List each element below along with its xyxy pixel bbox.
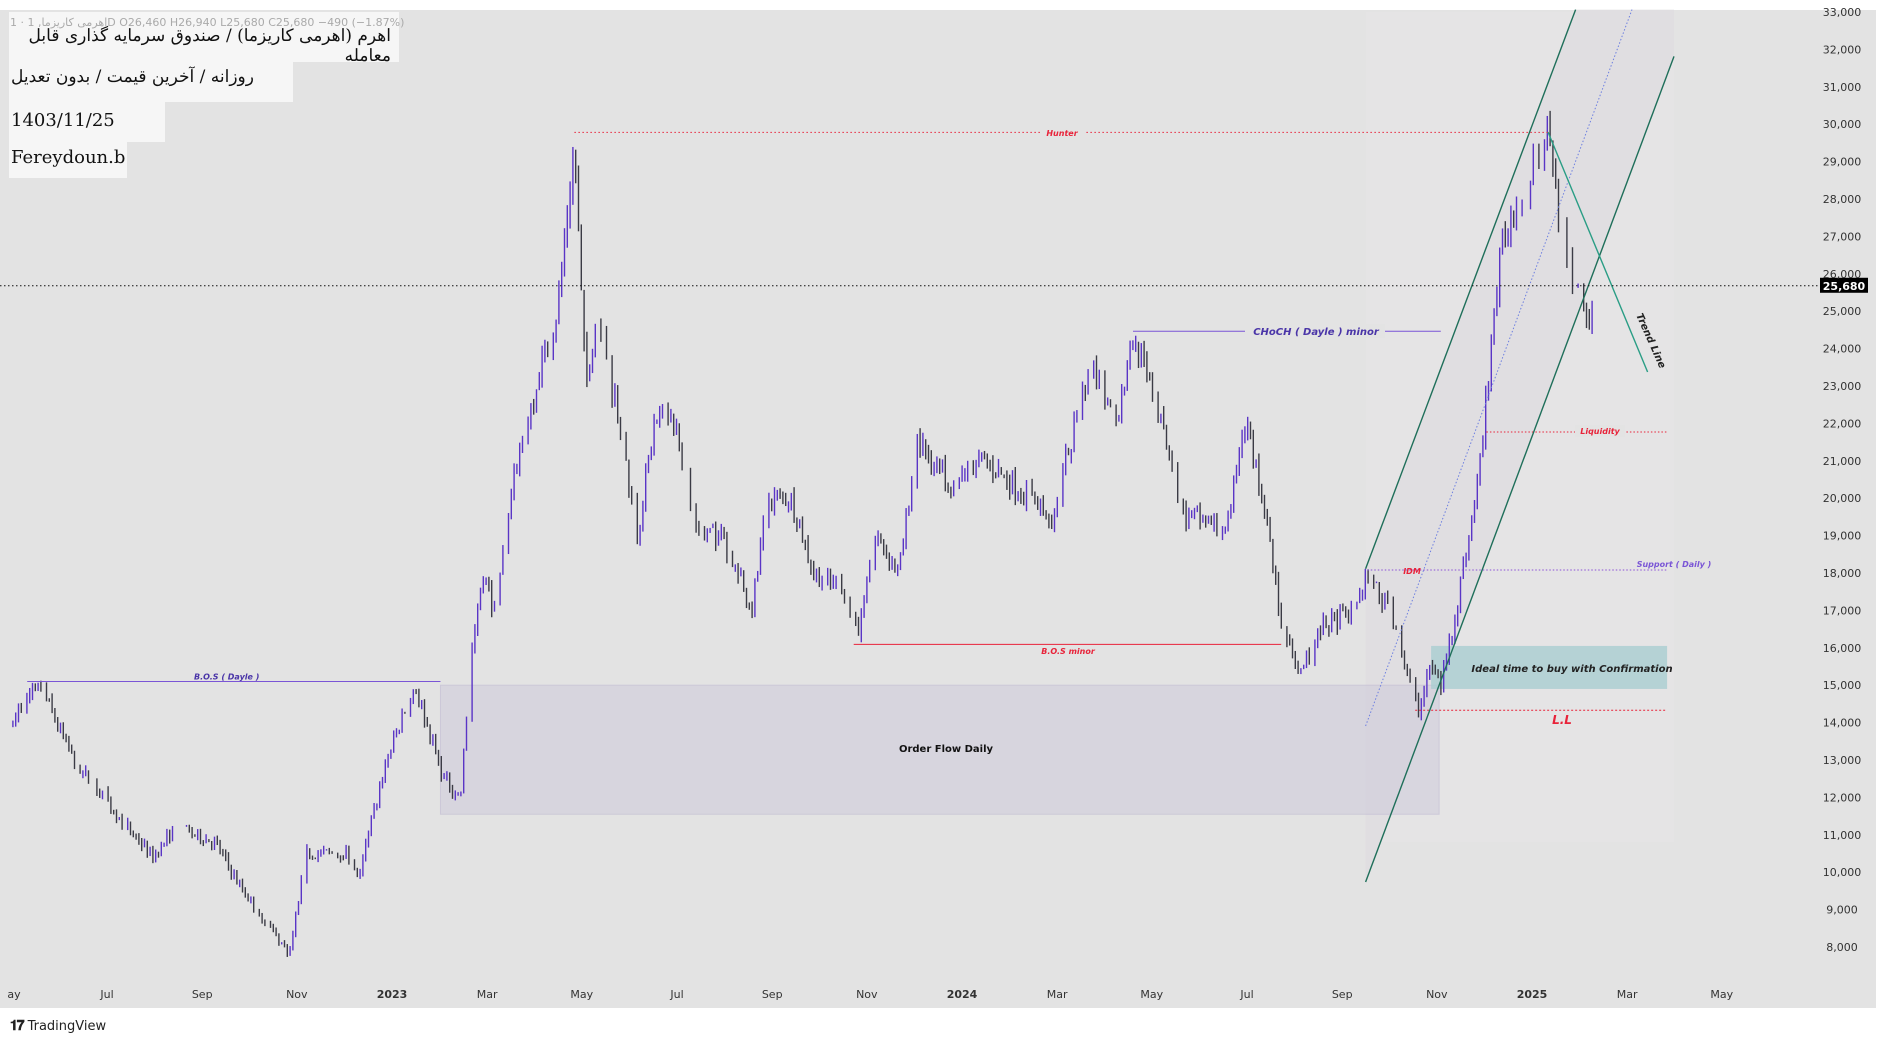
price-tick-label: 19,000: [1823, 530, 1862, 543]
liquidity-label-bg: [1575, 425, 1625, 437]
bos-minor-label: B.O.S minor: [1041, 647, 1096, 656]
time-tick-label: Jul: [99, 988, 113, 1001]
bos-dayle-label: B.O.S ( Dayle ): [194, 672, 259, 681]
support-label: Support ( Daily ): [1637, 560, 1712, 569]
choch-label: CHoCH ( Dayle ) minor: [1253, 327, 1380, 338]
chart-subtitle: روزانه / آخرین قیمت / بدون تعدیل: [9, 62, 293, 102]
price-tick-label: 25,000: [1823, 305, 1862, 318]
time-tick-label: Jul: [669, 988, 683, 1001]
price-tick-label: 29,000: [1823, 156, 1862, 169]
price-tick-label: 22,000: [1823, 417, 1862, 430]
price-tick-label: 26,000: [1823, 268, 1862, 281]
price-tick-label: 13,000: [1823, 754, 1862, 767]
price-tick-label: 18,000: [1823, 567, 1862, 580]
symbol-title: اهرم (اهرمی کاریزما) / صندوق سرمایه گذار…: [9, 12, 399, 66]
price-tick-label: 31,000: [1823, 81, 1862, 94]
price-tick-label: 33,000: [1823, 6, 1862, 19]
order-flow-zone[interactable]: [439, 684, 1440, 815]
channel-upper-line[interactable]: [1364, 9, 1577, 570]
price-tick-label: 14,000: [1823, 717, 1862, 730]
time-tick-label: Mar: [1617, 988, 1638, 1001]
price-tick-label: 21,000: [1823, 455, 1862, 468]
tradingview-logo-icon: 𝟏𝟕: [10, 1018, 25, 1034]
channel-median-line[interactable]: [1365, 9, 1633, 727]
last-price-label: 25,680: [1823, 280, 1866, 293]
price-tick-label: 30,000: [1823, 118, 1862, 131]
price-tick-label: 23,000: [1823, 380, 1862, 393]
hunter-label-bg: [1040, 126, 1086, 139]
channel-lower-line[interactable]: [1364, 56, 1675, 883]
price-tick-label: 32,000: [1823, 43, 1862, 56]
time-tick-label: May: [1140, 988, 1163, 1001]
price-tick-label: 9,000: [1826, 904, 1858, 917]
price-tick-label: 8,000: [1826, 941, 1858, 954]
time-tick-label: Mar: [1047, 988, 1068, 1001]
hunter-label: Hunter: [1046, 129, 1078, 138]
price-tick-label: 15,000: [1823, 679, 1862, 692]
time-tick-label: Nov: [1426, 988, 1448, 1001]
ll-label: L.L: [1552, 713, 1572, 727]
price-tick-label: 17,000: [1823, 604, 1862, 617]
price-tick-label: 27,000: [1823, 230, 1862, 243]
price-tick-label: 11,000: [1823, 829, 1862, 842]
time-tick-label: 2023: [377, 988, 408, 1001]
time-tick-label: ay: [7, 988, 21, 1001]
ohlc-legend: اهرمی کاریزما, 1 · 1D O26,460 H26,940 L2…: [10, 16, 405, 29]
time-tick-label: 2024: [947, 988, 978, 1001]
last-price-badge: [1820, 277, 1868, 293]
tradingview-brand: TradingView: [27, 1018, 107, 1034]
price-tick-label: 20,000: [1823, 492, 1862, 505]
time-tick-label: May: [570, 988, 593, 1001]
idm-label: IDM: [1403, 567, 1421, 576]
price-tick-label: 16,000: [1823, 642, 1862, 655]
trend-line[interactable]: [1547, 131, 1649, 373]
time-tick-label: Sep: [1332, 988, 1353, 1001]
time-tick-label: May: [1710, 988, 1733, 1001]
time-tick-label: Nov: [286, 988, 308, 1001]
chart-datetime: 1403/11/25 18:56: [9, 102, 165, 169]
price-tick-label: 10,000: [1823, 866, 1862, 879]
tradingview-logo[interactable]: 𝟏𝟕 TradingView: [10, 1018, 106, 1034]
price-bars: [12, 110, 1593, 957]
time-tick-label: Mar: [477, 988, 498, 1001]
price-tick-label: 28,000: [1823, 193, 1862, 206]
price-tick-label: 24,000: [1823, 343, 1862, 356]
choch-label-bg: [1245, 324, 1385, 338]
price-tick-label: 12,000: [1823, 791, 1862, 804]
time-tick-label: Sep: [762, 988, 783, 1001]
time-axis[interactable]: ay Jul Sep Nov 2023 Mar May Jul Sep Nov 2024 Mar May…: [7, 988, 1733, 1001]
time-tick-label: 2025: [1517, 988, 1548, 1001]
ideal-buy-label: Ideal time to buy with Confirmation: [1471, 664, 1672, 675]
price-axis[interactable]: 33,000 32,000 31,000 30,000 29,000 28,000 27,0…: [1823, 6, 1862, 954]
chart-author: Fereydoun.b: [9, 142, 127, 178]
time-tick-label: Sep: [192, 988, 213, 1001]
time-tick-label: Jul: [1239, 988, 1253, 1001]
ideal-buy-zone[interactable]: [1431, 645, 1668, 689]
order-flow-label: Order Flow Daily: [899, 744, 994, 755]
time-tick-label: Nov: [856, 988, 878, 1001]
liquidity-label: Liquidity: [1580, 427, 1620, 436]
